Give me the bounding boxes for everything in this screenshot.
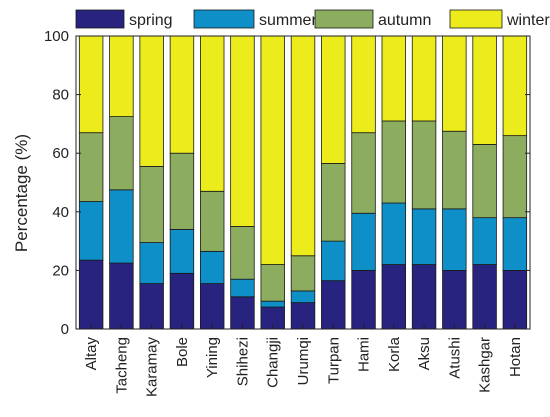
bar-winter-tacheng bbox=[109, 35, 134, 117]
bars-group bbox=[78, 35, 528, 330]
bar-spring-korla bbox=[381, 264, 407, 330]
y-tick-label: 40 bbox=[52, 204, 69, 221]
bar-winter-altay bbox=[78, 35, 104, 134]
legend-swatch-summer bbox=[193, 9, 255, 29]
x-tick-label-changji: Changji bbox=[265, 337, 282, 388]
bar-summer-tacheng bbox=[109, 189, 134, 264]
bar-winter-atushi bbox=[442, 35, 467, 132]
bar-spring-turpan bbox=[321, 280, 346, 330]
bar-winter-hami bbox=[351, 35, 376, 134]
bar-autumn-turpan bbox=[321, 163, 346, 242]
bar-summer-yining bbox=[199, 250, 225, 284]
x-tick-label-korla: Korla bbox=[386, 336, 403, 372]
bar-spring-hotan bbox=[502, 269, 528, 330]
bar-spring-hami bbox=[351, 269, 376, 330]
y-tick-label: 100 bbox=[44, 28, 69, 45]
bar-summer-bole bbox=[169, 228, 195, 274]
bar-winter-urumqi bbox=[290, 35, 316, 257]
legend-label-winter: winter bbox=[506, 12, 550, 29]
bar-autumn-aksu bbox=[411, 120, 437, 210]
bar-summer-aksu bbox=[411, 208, 437, 265]
legend-swatch-autumn bbox=[314, 9, 374, 29]
bar-summer-hami bbox=[351, 212, 376, 271]
bar-winter-turpan bbox=[321, 35, 346, 164]
bar-winter-bole bbox=[169, 35, 195, 154]
legend-swatch-winter bbox=[449, 9, 503, 29]
bar-spring-altay bbox=[78, 259, 104, 330]
bar-autumn-karamay bbox=[139, 165, 164, 243]
legend-swatch-spring bbox=[75, 9, 125, 29]
bar-spring-aksu bbox=[411, 264, 437, 330]
x-tick-label-atushi: Atushi bbox=[446, 337, 463, 379]
y-tick-label: 20 bbox=[52, 262, 69, 279]
bar-summer-turpan bbox=[321, 240, 346, 282]
bar-winter-korla bbox=[381, 35, 407, 122]
y-tick-label: 80 bbox=[52, 87, 69, 104]
bar-autumn-urumqi bbox=[290, 255, 316, 292]
x-tick-label-kashgar: Kashgar bbox=[477, 337, 494, 393]
bar-winter-changji bbox=[260, 35, 285, 265]
x-tick-label-altay: Altay bbox=[83, 337, 100, 371]
bar-summer-urumqi bbox=[290, 290, 316, 304]
bar-summer-atushi bbox=[442, 208, 467, 271]
x-tick-label-yining: Yining bbox=[204, 337, 221, 378]
bar-spring-bole bbox=[169, 272, 195, 330]
bar-summer-changji bbox=[260, 300, 285, 308]
bar-autumn-tacheng bbox=[109, 116, 134, 191]
bar-autumn-kashgar bbox=[472, 144, 497, 219]
bar-autumn-changji bbox=[260, 264, 285, 302]
y-tick-label: 0 bbox=[61, 321, 69, 338]
legend: spring summer autumn winter bbox=[75, 9, 550, 29]
legend-label-autumn: autumn bbox=[378, 12, 431, 29]
bar-spring-karamay bbox=[139, 283, 164, 330]
bar-autumn-altay bbox=[78, 132, 104, 202]
bar-summer-karamay bbox=[139, 242, 164, 284]
y-axis-title: Percentage (%) bbox=[12, 134, 31, 252]
bar-autumn-yining bbox=[199, 190, 225, 252]
x-tick-label-hami: Hami bbox=[356, 337, 373, 372]
bar-summer-korla bbox=[381, 202, 407, 265]
bar-autumn-hami bbox=[351, 132, 376, 214]
y-tick-label: 60 bbox=[52, 145, 69, 162]
x-tick-label-aksu: Aksu bbox=[416, 337, 433, 370]
x-tick-label-turpan: Turpan bbox=[325, 337, 342, 384]
x-tick-label-hotan: Hotan bbox=[507, 337, 524, 377]
bar-spring-yining bbox=[199, 283, 225, 330]
bar-autumn-shihezi bbox=[230, 226, 255, 280]
bar-winter-aksu bbox=[411, 35, 437, 122]
bar-spring-atushi bbox=[442, 269, 467, 330]
bar-autumn-hotan bbox=[502, 135, 528, 219]
x-tick-label-shihezi: Shihezi bbox=[235, 337, 252, 386]
bar-spring-kashgar bbox=[472, 264, 497, 330]
bar-winter-kashgar bbox=[472, 35, 497, 145]
bar-autumn-bole bbox=[169, 152, 195, 230]
bar-summer-kashgar bbox=[472, 217, 497, 265]
x-axis: Altay Tacheng Karamay Bole Yining Shihezi Chan… bbox=[83, 324, 524, 397]
bar-autumn-korla bbox=[381, 120, 407, 204]
x-tick-label-urumqi: Urumqi bbox=[295, 337, 312, 385]
bar-spring-tacheng bbox=[109, 262, 134, 330]
bar-summer-shihezi bbox=[230, 278, 255, 298]
legend-label-spring: spring bbox=[129, 12, 173, 29]
bar-summer-hotan bbox=[502, 217, 528, 271]
bar-winter-shihezi bbox=[230, 35, 255, 227]
legend-label-summer: summer bbox=[259, 12, 317, 29]
x-tick-label-tacheng: Tacheng bbox=[113, 337, 130, 394]
x-tick-label-karamay: Karamay bbox=[144, 337, 161, 398]
bar-autumn-atushi bbox=[442, 130, 467, 210]
bar-winter-hotan bbox=[502, 35, 528, 137]
bar-winter-karamay bbox=[139, 35, 164, 167]
bar-summer-altay bbox=[78, 201, 104, 261]
x-tick-label-bole: Bole bbox=[174, 337, 191, 367]
bar-winter-yining bbox=[199, 35, 225, 192]
